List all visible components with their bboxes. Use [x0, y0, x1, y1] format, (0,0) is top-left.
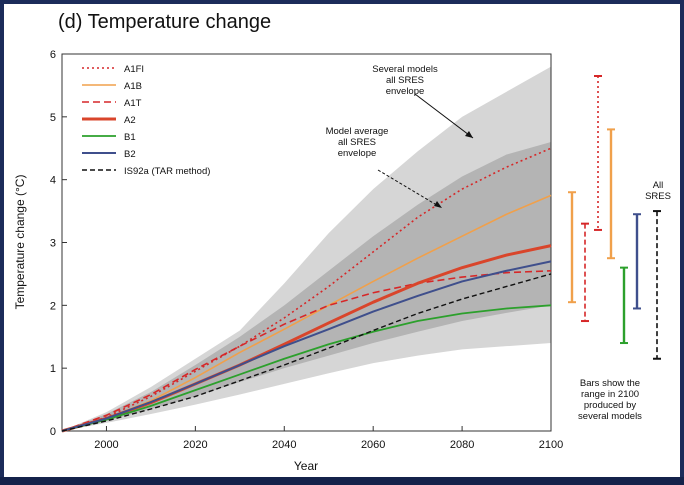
- annotation-all-sres-text: All SRES: [645, 180, 671, 202]
- envelope-model-average: [62, 141, 551, 431]
- x-tick-label: 2040: [272, 439, 296, 451]
- y-tick-label: 3: [50, 238, 56, 250]
- annotation-several-models-text: Several models all SRES envelope: [372, 64, 438, 97]
- legend: A1FI A1B A1T A2 B1 B2 IS92a (TAR method): [82, 64, 210, 177]
- series-line-b2: [61, 260, 552, 432]
- annotation-model-average: Model average all SRES envelope: [312, 126, 402, 159]
- legend-label: A1B: [124, 81, 142, 92]
- series-line-a1t: [61, 269, 552, 432]
- series-layer: [61, 147, 552, 433]
- bottom-bar: [0, 477, 684, 485]
- legend-label: B2: [124, 149, 136, 160]
- chart-title: (d) Temperature change: [58, 11, 272, 33]
- legend-label: A2: [124, 115, 136, 126]
- y-axis-title: Temperature change (°C): [13, 175, 27, 310]
- x-tick-label: 2000: [94, 439, 118, 451]
- envelope-layer: [62, 66, 551, 432]
- arrowhead-model-average: [434, 201, 442, 208]
- x-tick-label: 2080: [450, 439, 474, 451]
- arrow-model-average: [377, 169, 441, 208]
- envelope-several-models: [62, 66, 551, 432]
- y-tick-label: 4: [50, 175, 56, 187]
- y-tick-label: 6: [50, 49, 56, 61]
- y-tick-label: 1: [50, 363, 56, 375]
- legend-label: A1T: [124, 98, 142, 109]
- y-tick-label: 2: [50, 300, 56, 312]
- x-tick-label: 2060: [361, 439, 385, 451]
- y-tick-label: 5: [50, 112, 56, 124]
- annotation-bars-note: Bars show the range in 2100 produced by …: [548, 378, 672, 422]
- x-tick-label: 2020: [183, 439, 207, 451]
- axes-layer: 0 1 2 3 4 5 6 2000 2020 2040 2060 2080 2100: [50, 49, 563, 451]
- series-line-b1: [61, 304, 552, 432]
- annotation-bars-note-text: Bars show the range in 2100 produced by …: [578, 378, 642, 422]
- annotation-model-average-text: Model average all SRES envelope: [325, 126, 389, 159]
- annotation-all-sres: All SRES: [640, 180, 676, 202]
- x-axis-title: Year: [294, 459, 318, 473]
- series-line-is92a-tar-method: [61, 273, 552, 432]
- arrow-several-models: [414, 93, 474, 139]
- y-tick-label: 0: [50, 426, 56, 438]
- legend-label: A1FI: [124, 64, 144, 75]
- annotation-arrows: [377, 93, 474, 208]
- range-bars: [568, 74, 661, 360]
- legend-label: IS92a (TAR method): [124, 166, 210, 177]
- legend-label: B1: [124, 132, 136, 143]
- x-tick-label: 2100: [539, 439, 563, 451]
- arrowhead-several-models: [465, 131, 473, 138]
- annotation-several-models: Several models all SRES envelope: [355, 64, 455, 97]
